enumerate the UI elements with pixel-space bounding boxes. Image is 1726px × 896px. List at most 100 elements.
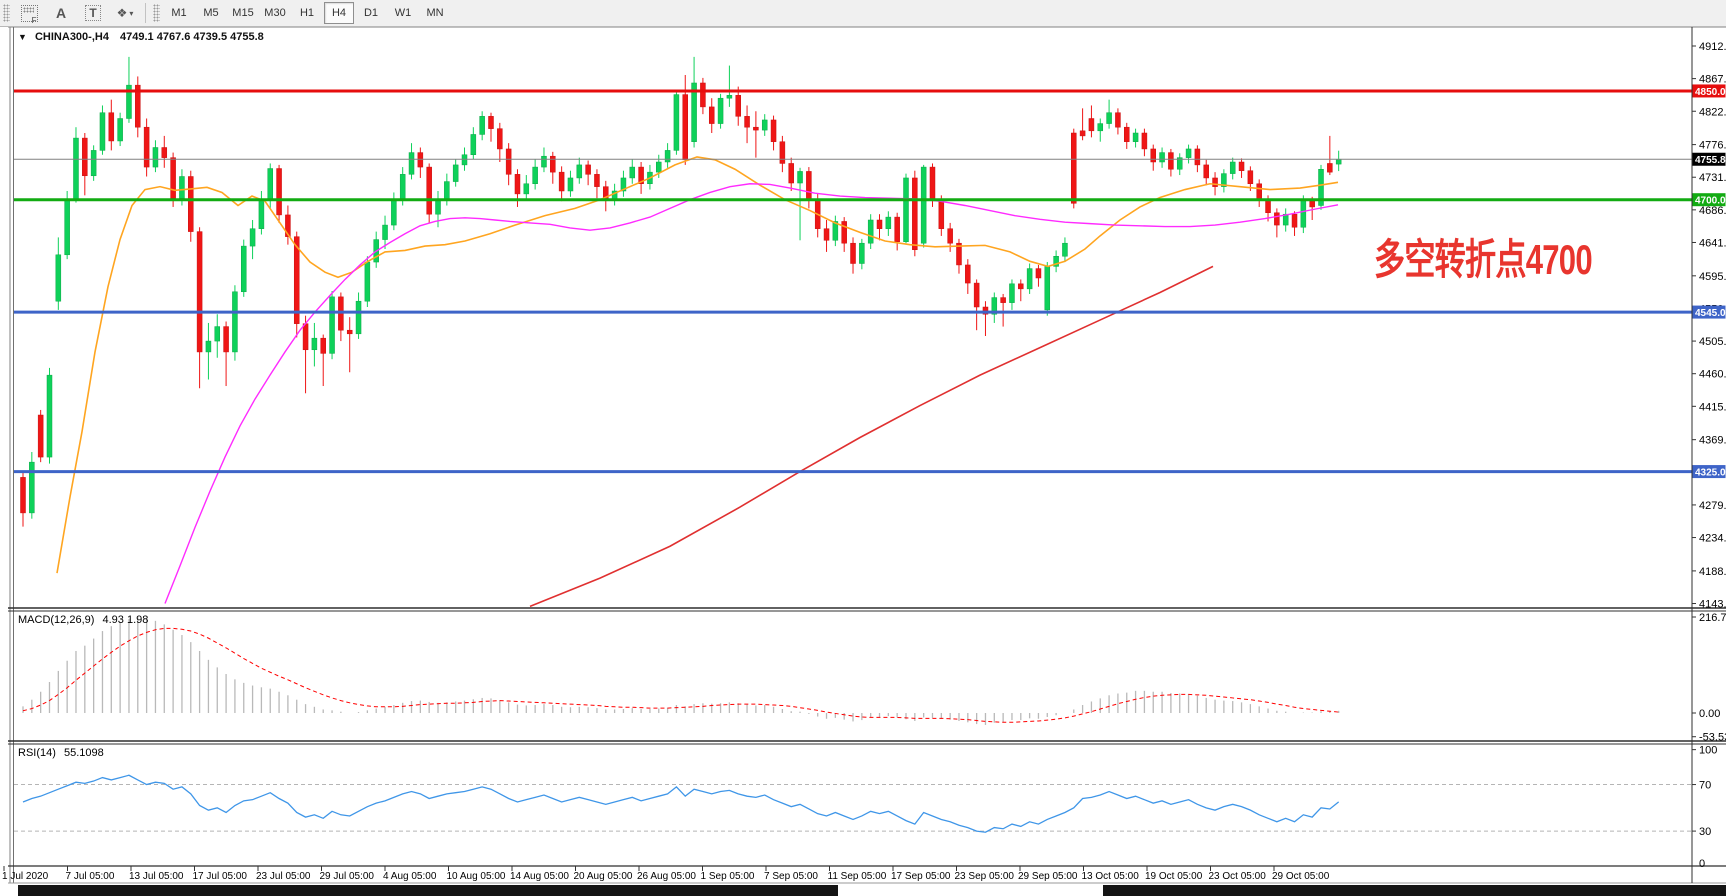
macd-tick-label: 216.78	[1699, 612, 1726, 624]
candle-body	[1256, 183, 1262, 200]
time-tick-label: 7 Sep 05:00	[764, 871, 818, 882]
candle-body	[258, 199, 265, 229]
chart-text-annotation[interactable]: 多空转折点4700	[1374, 236, 1593, 283]
candle-body	[90, 150, 97, 177]
macd-signal-line	[22, 627, 1339, 723]
candle-body	[108, 112, 115, 142]
timeframe-button-m1[interactable]: M1	[171, 7, 187, 19]
fib-grid-tool-button[interactable]: F	[14, 2, 44, 25]
level-price-box	[1692, 305, 1726, 319]
rsi-tick-label: 30	[1699, 826, 1711, 838]
candle-body	[285, 214, 291, 237]
candle-body	[744, 116, 750, 128]
candle-body	[99, 112, 106, 151]
candle-body	[73, 137, 79, 200]
candle-body	[1053, 256, 1059, 267]
time-tick-label: 23 Oct 05:00	[1209, 871, 1267, 882]
candle-body	[1282, 213, 1289, 226]
candle-body	[894, 216, 900, 243]
timeframe-button-m15[interactable]: M15	[232, 7, 254, 19]
timeframe-button-m30[interactable]: M30	[264, 7, 286, 19]
candle-body	[293, 236, 300, 324]
candle-body	[170, 157, 176, 199]
price-tick-label: 4776.0	[1699, 140, 1726, 152]
candle-body	[788, 163, 794, 184]
candle-body	[761, 119, 768, 131]
candle-body	[196, 231, 203, 353]
candle-body	[770, 119, 777, 142]
text-box-icon: T	[85, 5, 101, 21]
timeframe-button-h1[interactable]: H1	[299, 7, 315, 19]
candle-body	[567, 177, 574, 192]
timeframe-button-w1[interactable]: W1	[394, 7, 412, 19]
timeframe-button-h4[interactable]: H4	[324, 2, 354, 24]
candle-body	[1318, 169, 1324, 206]
macd-values: 4.93 1.98	[102, 614, 149, 626]
candle-body	[355, 300, 362, 335]
rsi-tick-label: 100	[1699, 745, 1717, 757]
text-box-tool-button[interactable]: T	[78, 2, 108, 24]
candle-body	[143, 126, 150, 168]
candle-body	[859, 242, 865, 264]
candle-body	[20, 477, 26, 514]
candle-body	[991, 297, 998, 315]
rsi-panel-plot[interactable]	[14, 745, 1692, 866]
candle-body	[1018, 283, 1024, 290]
macd-indicator-label: MACD(12,26,9) 4.93 1.98	[18, 614, 148, 626]
price-tick-label: 4641.0	[1699, 237, 1726, 249]
candle-body	[1176, 157, 1183, 170]
candle-body	[1035, 268, 1042, 279]
time-tick-label: 29 Sep 05:00	[1018, 871, 1078, 882]
candle-body	[426, 166, 432, 215]
candle-body	[435, 199, 441, 215]
price-tick-label: 4460.0	[1699, 369, 1726, 381]
macd-tick-label: -53.53	[1699, 732, 1726, 744]
shapes-dropdown-button[interactable]: ❖ ▾	[110, 2, 140, 24]
chart-dropdown-icon[interactable]: ▼	[18, 32, 27, 42]
candle-body	[1132, 132, 1139, 142]
candle-body	[223, 326, 229, 353]
candle-body	[276, 168, 282, 216]
rsi-tick-label: 0	[1699, 858, 1705, 870]
candle-body	[523, 183, 530, 195]
time-tick-label: 17 Sep 05:00	[891, 871, 951, 882]
symbol-period-label: CHINA300-,H4	[34, 31, 109, 43]
candle-body	[444, 181, 450, 200]
timeframe-button-d1[interactable]: D1	[363, 7, 379, 19]
candle-body	[1291, 213, 1298, 228]
time-tick-label: 20 Aug 05:00	[574, 871, 633, 882]
candle-body	[461, 154, 468, 166]
price-tick-label: 4686.0	[1699, 205, 1726, 217]
candle-body	[1115, 112, 1121, 128]
candle-body	[920, 166, 927, 244]
time-tick-label: 29 Jul 05:00	[320, 871, 375, 882]
candle-body	[267, 168, 273, 200]
candle-body	[576, 164, 583, 179]
macd-panel-plot[interactable]	[14, 612, 1692, 741]
candle-body	[37, 414, 44, 458]
timeframe-button-mn[interactable]: MN	[426, 7, 444, 19]
timeframe-toolbar-grip[interactable]	[153, 4, 160, 22]
candle-body	[700, 82, 706, 108]
timeframe-button-m5[interactable]: M5	[203, 7, 219, 19]
macd-name: MACD(12,26,9)	[18, 614, 95, 626]
level-price-box-label: 4755.8	[1695, 155, 1726, 166]
candle-body	[947, 228, 953, 244]
candle-body	[364, 261, 371, 302]
candle-body	[205, 340, 212, 353]
candle-body	[1185, 148, 1192, 158]
candle-body	[1194, 148, 1201, 166]
time-tick-label: 7 Jul 05:00	[66, 871, 115, 882]
candle-body	[638, 166, 644, 184]
text-label-tool-button[interactable]: A	[46, 2, 76, 24]
candle-body	[929, 166, 936, 201]
fib-grid-icon: F	[20, 4, 38, 25]
candle-body	[912, 177, 918, 250]
candle-body	[1124, 126, 1130, 142]
toolbar-grip[interactable]	[3, 4, 10, 22]
main-chart-plot[interactable]	[14, 27, 1692, 608]
candle-body	[126, 84, 132, 119]
red-trendline	[529, 265, 1214, 608]
time-tick-label: 23 Sep 05:00	[955, 871, 1015, 882]
